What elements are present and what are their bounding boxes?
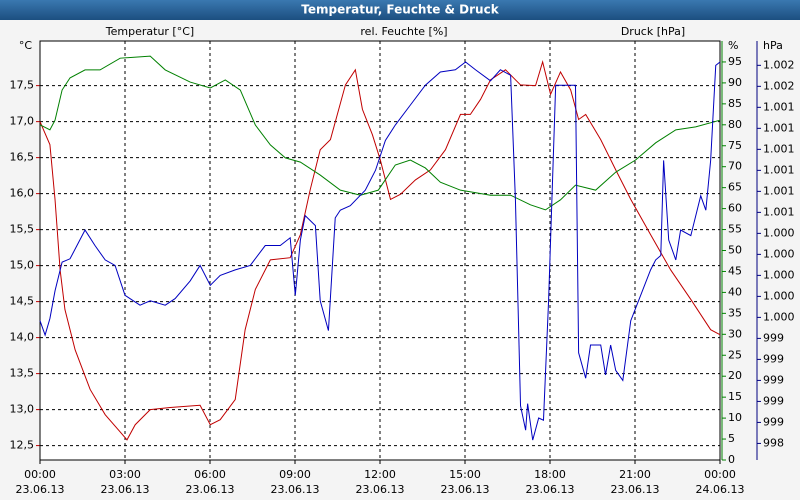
x-tick-label: 15:00 [449, 468, 481, 481]
x-tick-date: 23.06.13 [271, 483, 320, 496]
x-tick-date: 23.06.13 [441, 483, 490, 496]
x-tick-label: 00:00 [24, 468, 56, 481]
y-tick-label: 20 [728, 369, 742, 382]
x-tick-label: 12:00 [364, 468, 396, 481]
x-tick-date: 23.06.13 [526, 483, 575, 496]
x-tick-date: 23.06.13 [16, 483, 65, 496]
y-tick-label: 40 [728, 285, 742, 298]
y-tick-label: 75 [728, 139, 742, 152]
y-tick-label: 55 [728, 223, 742, 236]
y-tick-label: 50 [728, 244, 742, 257]
x-tick-label: 03:00 [109, 468, 141, 481]
y-tick-label: 60 [728, 202, 742, 215]
y-tick-label: 1.001 [763, 163, 795, 176]
axis-unit: % [728, 39, 738, 52]
y-tick-label: 1.001 [763, 100, 795, 113]
x-tick-date: 23.06.13 [611, 483, 660, 496]
y-tick-label: 1.000 [763, 289, 795, 302]
y-tick-label: 0 [728, 453, 735, 466]
y-tick-label: 998 [763, 436, 784, 449]
y-tick-label: 1.002 [763, 58, 795, 71]
y-tick-label: 1.000 [763, 226, 795, 239]
y-tick-label: 90 [728, 76, 742, 89]
y-tick-label: 1.001 [763, 205, 795, 218]
y-tick-label: 17,0 [10, 115, 35, 128]
y-tick-label: 30 [728, 327, 742, 340]
y-tick-label: 1.000 [763, 268, 795, 281]
y-tick-label: 14,5 [10, 295, 35, 308]
y-tick-label: 16,5 [10, 151, 35, 164]
axis-unit: °C [19, 39, 33, 52]
series-line [39, 61, 721, 441]
y-tick-label: 35 [728, 306, 742, 319]
series-line [39, 59, 721, 441]
y-tick-label: 5 [728, 432, 735, 445]
y-tick-label: 1.001 [763, 184, 795, 197]
y-tick-label: 999 [763, 352, 784, 365]
y-tick-label: 999 [763, 373, 784, 386]
y-tick-label: 65 [728, 181, 742, 194]
y-tick-label: 17,5 [10, 79, 35, 92]
y-tick-label: 13,0 [10, 403, 35, 416]
series-name: Druck [hPa] [621, 25, 685, 38]
y-tick-label: 25 [728, 348, 742, 361]
y-tick-label: 10 [728, 411, 742, 424]
y-tick-label: 1.000 [763, 247, 795, 260]
axis-unit: hPa [763, 39, 783, 52]
x-tick-date: 23.06.13 [186, 483, 235, 496]
y-tick-label: 14,0 [10, 331, 35, 344]
x-tick-date: 23.06.13 [101, 483, 150, 496]
y-tick-label: 12,5 [10, 439, 35, 452]
y-tick-label: 999 [763, 394, 784, 407]
y-tick-label: 999 [763, 331, 784, 344]
y-tick-label: 45 [728, 264, 742, 277]
y-tick-label: 13,5 [10, 367, 35, 380]
y-tick-label: 70 [728, 160, 742, 173]
y-tick-label: 15 [728, 390, 742, 403]
x-tick-label: 21:00 [619, 468, 651, 481]
x-tick-label: 09:00 [279, 468, 311, 481]
series-line [39, 55, 721, 211]
y-tick-label: 999 [763, 415, 784, 428]
y-tick-label: 1.000 [763, 310, 795, 323]
title-bar [0, 0, 800, 20]
y-tick-label: 1.002 [763, 79, 795, 92]
x-tick-date: 24.06.13 [696, 483, 745, 496]
x-tick-date: 23.06.13 [356, 483, 405, 496]
y-tick-label: 16,0 [10, 187, 35, 200]
series-name: Temperatur [°C] [105, 25, 194, 38]
y-tick-label: 15,5 [10, 223, 35, 236]
y-tick-label: 80 [728, 118, 742, 131]
plot-border [39, 40, 721, 461]
y-tick-label: 85 [728, 97, 742, 110]
y-tick-label: 15,0 [10, 259, 35, 272]
x-tick-label: 00:00 [704, 468, 736, 481]
x-tick-label: 06:00 [194, 468, 226, 481]
series-name: rel. Feuchte [%] [360, 25, 447, 38]
x-tick-label: 18:00 [534, 468, 566, 481]
chart-title: Temperatur, Feuchte & Druck [301, 3, 499, 17]
y-tick-label: 95 [728, 55, 742, 68]
y-tick-label: 1.001 [763, 121, 795, 134]
y-tick-label: 1.001 [763, 142, 795, 155]
